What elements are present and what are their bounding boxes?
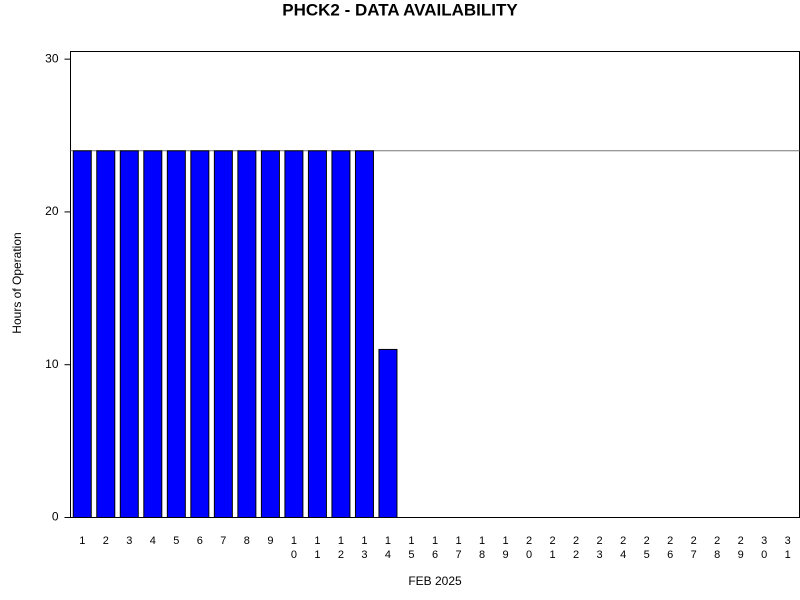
x-tick-label: 2	[102, 535, 109, 547]
x-tick-label: 19	[502, 535, 509, 561]
y-tick-label: 20	[45, 204, 59, 218]
bar	[260, 150, 280, 519]
x-tick-label: 8	[243, 535, 250, 547]
bar	[190, 150, 210, 519]
x-tick-label: 6	[196, 535, 203, 547]
y-tick-label: 30	[45, 51, 59, 65]
bar	[237, 150, 257, 519]
x-tick-label: 9	[267, 535, 274, 547]
x-tick-label: 4	[149, 535, 156, 547]
x-tick-label: 17	[455, 535, 462, 561]
bar	[378, 348, 398, 518]
bar	[143, 150, 163, 519]
x-tick-label: 26	[667, 535, 674, 561]
chart-title: PHCK2 - DATA AVAILABILITY	[282, 0, 518, 19]
x-tick-label: 11	[314, 535, 321, 561]
x-tick-label: 22	[573, 535, 580, 561]
bar	[307, 150, 327, 519]
x-tick-label: 27	[690, 535, 697, 561]
x-tick-label: 12	[337, 535, 344, 561]
x-tick-label: 15	[408, 535, 415, 561]
x-tick-label: 16	[431, 535, 439, 561]
x-tick-label: 5	[173, 535, 180, 547]
x-axis-label: FEB 2025	[408, 574, 462, 588]
x-tick-label: 7	[220, 535, 227, 547]
x-tick-label: 10	[290, 535, 297, 561]
x-tick-label: 28	[714, 535, 721, 561]
bar	[331, 150, 351, 519]
bar	[284, 150, 304, 519]
bar	[96, 150, 116, 519]
bar	[72, 150, 92, 519]
x-tick-label: 14	[384, 535, 392, 561]
x-tick-label: 30	[761, 535, 768, 561]
y-tick-label: 10	[45, 357, 59, 371]
x-tick-label: 1	[79, 535, 86, 547]
x-tick-label: 3	[126, 535, 133, 547]
y-tick-label: 0	[52, 510, 59, 524]
x-tick-label: 31	[784, 535, 791, 561]
x-tick-label: 25	[643, 535, 650, 561]
x-tick-label: 23	[596, 535, 603, 561]
bar	[119, 150, 139, 519]
x-tick-label: 18	[478, 535, 486, 561]
x-tick-label: 21	[549, 535, 556, 561]
x-tick-label: 29	[737, 535, 744, 561]
x-tick-label: 24	[620, 535, 627, 561]
bar	[354, 150, 374, 519]
x-tick-label: 13	[361, 535, 368, 561]
bar	[213, 150, 233, 519]
x-tick-label: 20	[526, 535, 533, 561]
bar	[166, 150, 186, 519]
y-axis-label: Hours of Operation	[10, 232, 24, 333]
